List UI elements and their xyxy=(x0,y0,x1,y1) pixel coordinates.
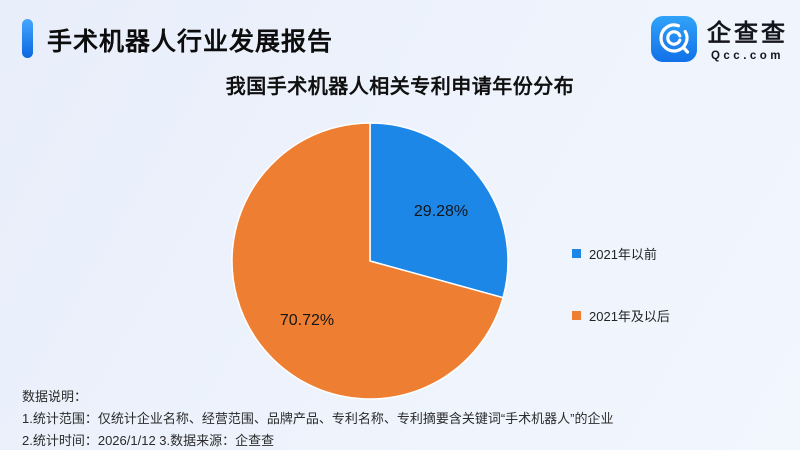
qcc-logo-text: 企查查 Qcc.com xyxy=(707,20,788,62)
footnotes: 数据说明： 1.统计范围：仅统计企业名称、经营范围、品牌产品、专利名称、专利摘要… xyxy=(22,386,614,450)
qcc-spiral-q-icon xyxy=(651,16,697,67)
legend-swatch-icon xyxy=(572,310,581,320)
qcc-logo-domain: Qcc.com xyxy=(710,49,785,62)
qcc-logo-name: 企查查 xyxy=(707,20,788,48)
legend-item: 2021年以前 xyxy=(572,245,670,262)
qcc-logo: 企查查 Qcc.com xyxy=(651,16,788,67)
pie-slice xyxy=(369,122,509,299)
footnote-line: 2.统计时间：2026/1/12 3.数据来源：企查查 xyxy=(22,433,275,448)
legend-item: 2021年及以后 xyxy=(572,307,670,324)
legend: 2021年以前 2021年及以后 xyxy=(572,245,670,324)
pie-chart: 29.28% 70.72% xyxy=(230,121,510,401)
footnote-line: 1.统计范围：仅统计企业名称、经营范围、品牌产品、专利名称、专利摘要含关键词“手… xyxy=(22,411,614,426)
legend-label: 2021年及以后 xyxy=(589,308,670,324)
legend-swatch-icon xyxy=(572,248,581,258)
pie-slice-label: 70.72% xyxy=(279,312,335,329)
footnote-heading: 数据说明： xyxy=(22,389,88,404)
pie-slice-label: 29.28% xyxy=(413,203,469,220)
pie-slice xyxy=(231,122,504,400)
page-title: 手术机器人行业发展报告 xyxy=(47,28,334,56)
chart-title: 我国手术机器人相关专利申请年份分布 xyxy=(225,76,575,98)
legend-label: 2021年以前 xyxy=(589,246,657,262)
title-accent-bar xyxy=(22,19,33,58)
pie-svg xyxy=(231,122,509,400)
